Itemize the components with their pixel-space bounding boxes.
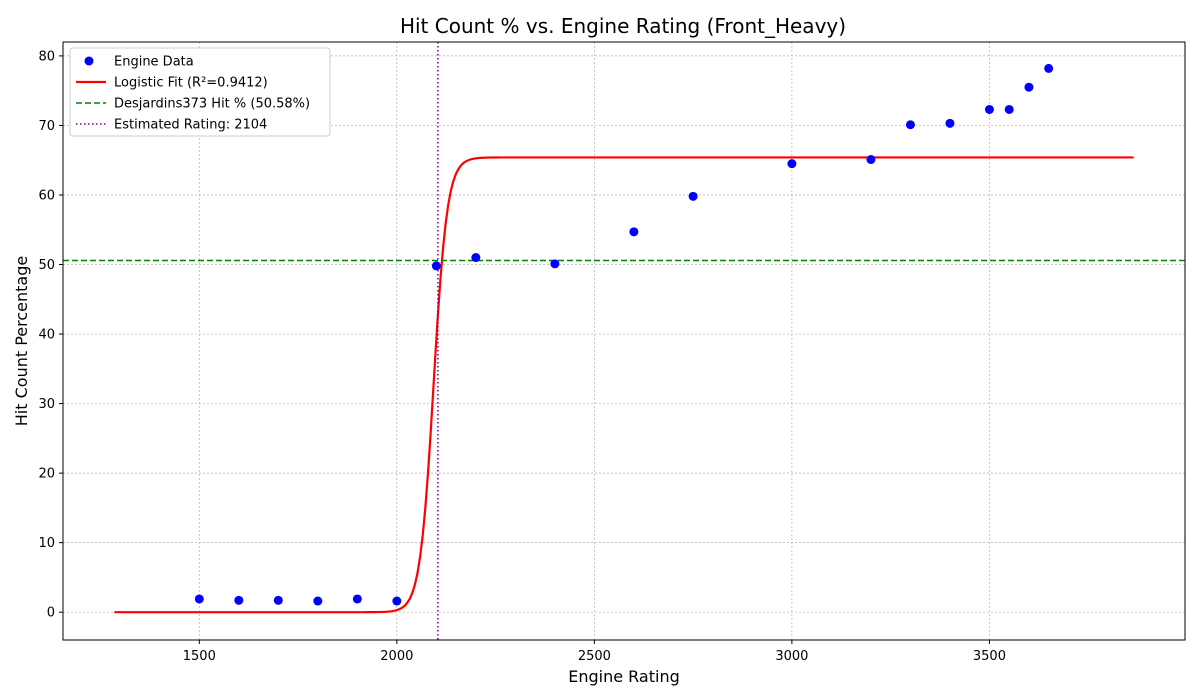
grid: [63, 42, 1185, 640]
x-axis-label: Engine Rating: [568, 667, 680, 686]
data-point: [1044, 63, 1054, 73]
data-point: [392, 596, 402, 606]
legend-marker: [84, 56, 94, 66]
y-tick-label: 0: [47, 606, 55, 621]
data-point: [1024, 82, 1034, 92]
data-point: [234, 595, 244, 605]
data-point: [787, 159, 797, 169]
plot-area: [63, 42, 1185, 640]
y-tick-label: 30: [38, 397, 55, 412]
data-point: [688, 191, 698, 201]
data-point: [945, 118, 955, 128]
data-point: [471, 253, 481, 263]
y-tick-label: 80: [38, 49, 55, 64]
y-tick-label: 20: [38, 467, 55, 482]
x-tick-label: 2500: [578, 649, 611, 664]
legend: Engine Data Logistic Fit (R²=0.9412) Desja…: [69, 47, 331, 137]
data-point: [313, 596, 323, 606]
logistic-fit-line: [114, 156, 1134, 614]
y-axis-label: Hit Count Percentage: [12, 256, 31, 426]
data-point: [194, 594, 204, 604]
legend-label: Desjardins373 Hit % (50.58%): [114, 97, 310, 112]
data-point: [984, 104, 994, 114]
x-tick-label: 1500: [183, 649, 216, 664]
data-point: [629, 227, 639, 237]
legend-label: Estimated Rating: 2104: [114, 118, 267, 133]
data-point: [1004, 104, 1014, 114]
data-point: [905, 120, 915, 130]
legend-box: [69, 47, 331, 137]
x-tick-label: 3500: [973, 649, 1006, 664]
legend-label: Logistic Fit (R²=0.9412): [114, 76, 268, 91]
data-point: [273, 595, 283, 605]
chart-title: Hit Count % vs. Engine Rating (Front_Hea…: [400, 14, 846, 38]
legend-label: Engine Data: [114, 55, 194, 70]
data-point: [352, 594, 362, 604]
axis-ticks: 1500 2000 2500 3000 3500 0 10 20 30 40 50 60 70 80: [38, 49, 1006, 664]
y-tick-label: 50: [38, 258, 55, 273]
y-tick-label: 40: [38, 328, 55, 343]
x-tick-label: 2000: [380, 649, 413, 664]
data-point: [550, 259, 560, 269]
data-point: [866, 155, 876, 165]
y-tick-label: 60: [38, 188, 55, 203]
plot-frame: [62, 41, 1186, 641]
x-tick-label: 3000: [775, 649, 808, 664]
data-point: [431, 261, 441, 271]
y-tick-label: 70: [38, 119, 55, 134]
y-tick-label: 10: [38, 536, 55, 551]
